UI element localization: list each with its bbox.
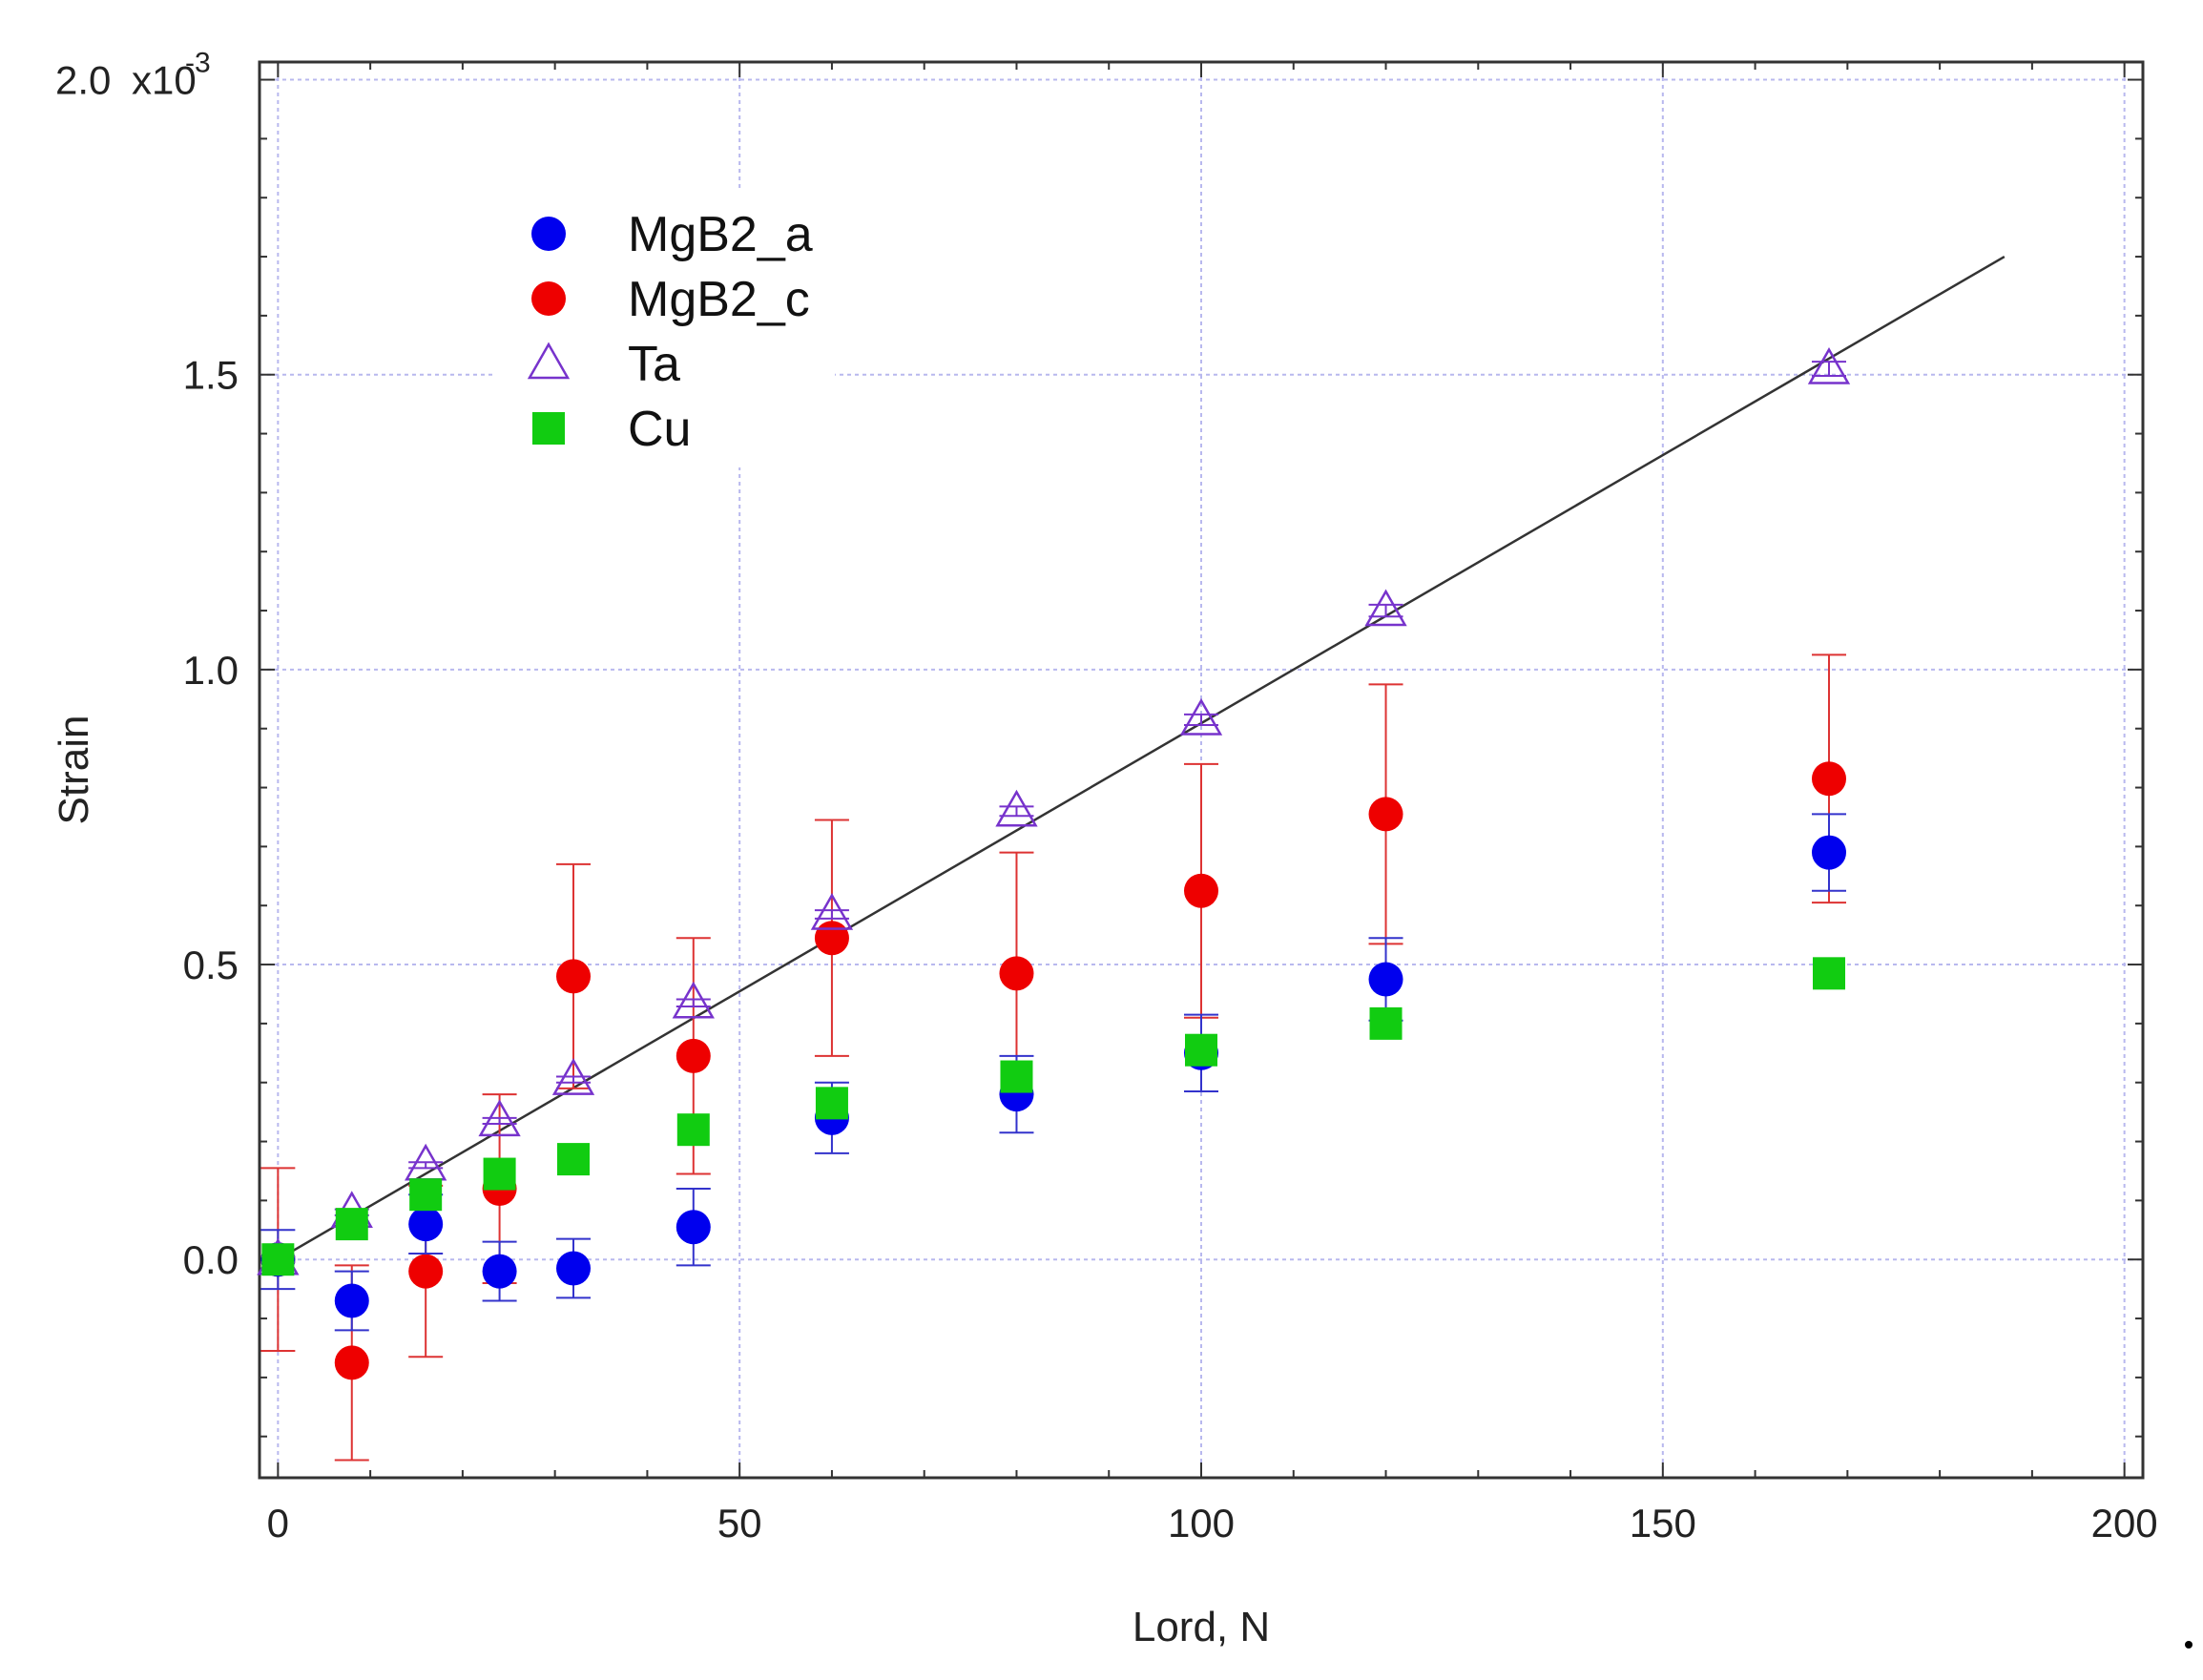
tick-labels: 0 50 100 150 200 0.0 0.5 1.0 1.5 2.0: [55, 58, 2158, 1545]
legend-marker-Ta: [527, 342, 571, 380]
point-Cu: [335, 1208, 368, 1241]
legend: MgB2_a MgB2_c Ta Cu: [496, 191, 835, 467]
point-MgB2_c: [675, 1038, 711, 1073]
point-Cu: [1185, 1033, 1217, 1067]
x-axis-title: Lord, N: [1133, 1604, 1270, 1650]
x-tick-label: 0: [267, 1501, 289, 1545]
point-Ta: [551, 1058, 595, 1095]
point-MgB2_c: [556, 959, 591, 994]
point-Cu: [1369, 1006, 1403, 1040]
point-Ta: [1179, 697, 1223, 736]
y-axis-scale-label: x10: [132, 58, 197, 103]
legend-marker-MgB2_a: [531, 217, 566, 251]
fit-line: [277, 255, 2006, 1261]
legend-label-MgB2_c: MgB2_c: [628, 272, 810, 327]
point-MgB2_a: [1812, 835, 1846, 870]
point-MgB2_c: [1812, 761, 1846, 797]
point-MgB2_a: [408, 1207, 444, 1242]
point-MgB2_c: [1184, 873, 1218, 908]
x-tick-label: 200: [2091, 1501, 2158, 1545]
series-Ta: [257, 347, 1851, 1276]
fit-line-group: [277, 255, 2006, 1261]
point-MgB2_a: [556, 1251, 591, 1286]
y-tick-label: 1.0: [183, 648, 239, 693]
point-Ta: [478, 1099, 521, 1137]
y-tick-label: 0.0: [183, 1237, 239, 1282]
y-tick-label: 2.0: [55, 58, 111, 103]
legend-label-Cu: Cu: [628, 402, 691, 457]
point-Cu: [1000, 1060, 1033, 1093]
point-MgB2_a: [1368, 962, 1403, 997]
point-Cu: [557, 1143, 590, 1176]
point-Cu: [409, 1178, 443, 1212]
x-tick-label: 50: [717, 1501, 762, 1545]
point-MgB2_a: [482, 1254, 517, 1289]
point-MgB2_a: [334, 1283, 369, 1318]
y-tick-label: 1.5: [183, 353, 239, 398]
point-MgB2_c: [999, 956, 1034, 991]
plot-frame: [258, 60, 2145, 1480]
point-MgB2_a: [675, 1210, 711, 1245]
point-Cu: [676, 1113, 710, 1147]
x-tick-label: 100: [1168, 1501, 1235, 1545]
point-Ta: [1807, 347, 1851, 384]
point-Cu: [815, 1087, 848, 1120]
legend-label-Ta: Ta: [628, 337, 680, 392]
y-axis-title: Strain: [51, 716, 97, 825]
point-Ta: [810, 892, 854, 930]
series-MgB2_a: [260, 813, 1846, 1332]
point-Cu: [483, 1157, 516, 1191]
point-Cu: [1813, 957, 1845, 990]
point-Ta: [672, 981, 715, 1019]
series-MgB2_c: [260, 653, 1846, 1462]
legend-marker-MgB2_c: [531, 281, 566, 316]
legend-marker-Cu: [532, 412, 565, 445]
x-tick-label: 150: [1630, 1501, 1696, 1545]
point-MgB2_c: [408, 1254, 444, 1289]
stray-dot: [2185, 1641, 2193, 1649]
y-tick-label: 0.5: [183, 943, 239, 987]
point-Cu: [261, 1243, 295, 1276]
point-Ta: [1364, 589, 1407, 627]
point-Ta: [995, 789, 1038, 827]
data-marks: [257, 347, 1851, 1462]
y-axis-scale-exponent: -3: [185, 48, 211, 79]
legend-label-MgB2_a: MgB2_a: [628, 207, 813, 262]
point-MgB2_c: [334, 1345, 369, 1380]
point-MgB2_c: [1368, 797, 1403, 832]
point-MgB2_c: [814, 921, 849, 956]
series-Cu: [261, 957, 1845, 1276]
